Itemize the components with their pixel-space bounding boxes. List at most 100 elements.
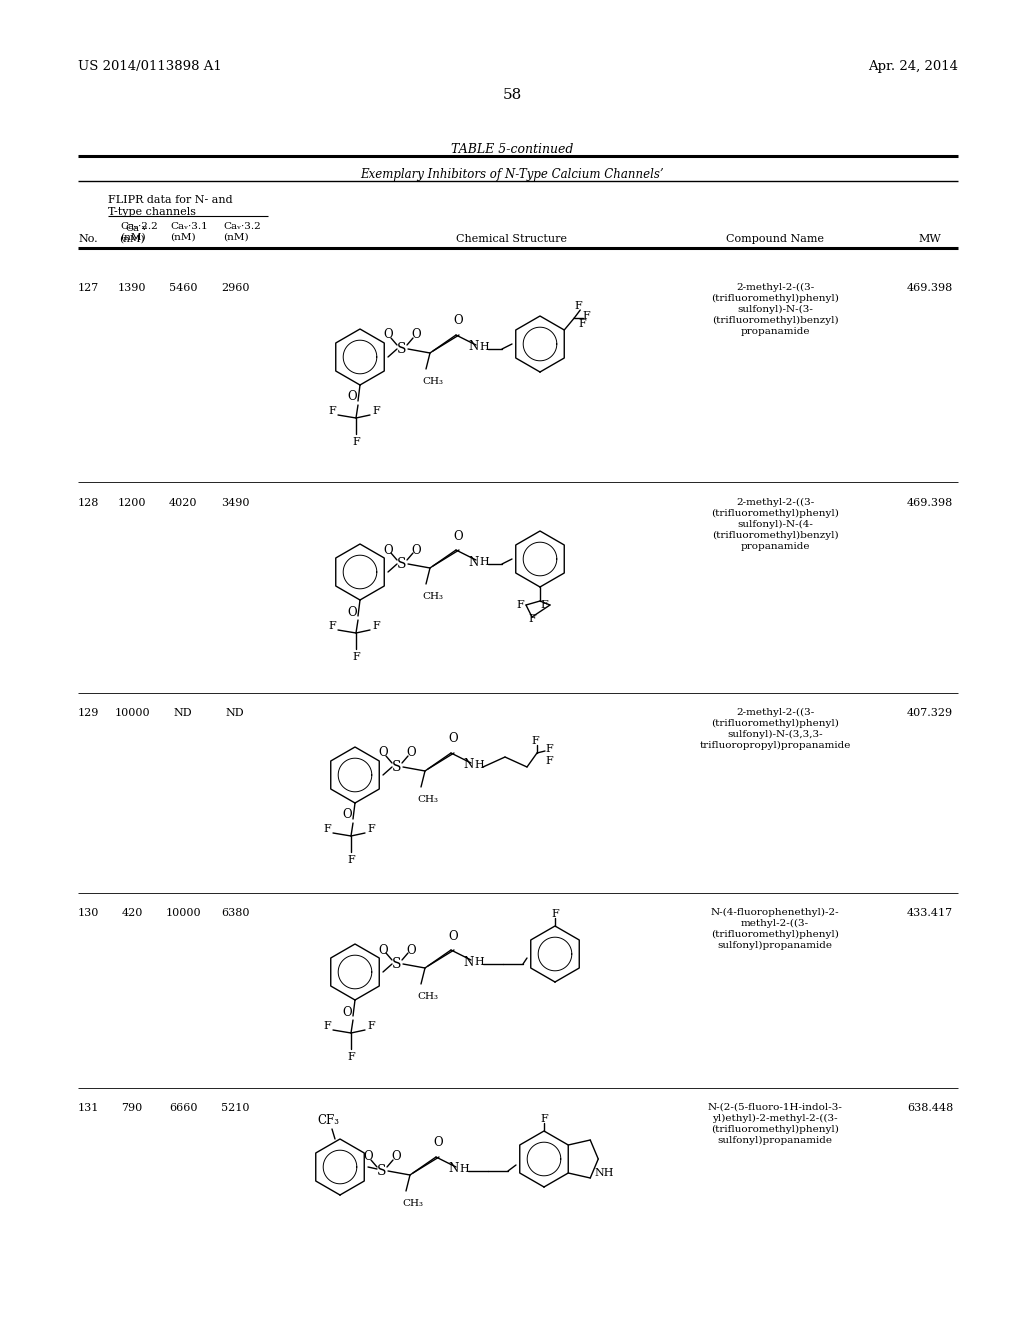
Text: O: O <box>342 1006 352 1019</box>
Text: N-(2-(5-fluoro-1H-indol-3-: N-(2-(5-fluoro-1H-indol-3- <box>708 1104 843 1111</box>
Text: 6380: 6380 <box>221 908 249 917</box>
Text: 5460: 5460 <box>169 282 198 293</box>
Text: F: F <box>545 756 553 766</box>
Text: 2-methyl-2-((3-: 2-methyl-2-((3- <box>736 708 814 717</box>
Text: F: F <box>328 620 336 631</box>
Text: 58: 58 <box>503 88 521 102</box>
Text: O: O <box>347 606 356 619</box>
Text: 2-methyl-2-((3-: 2-methyl-2-((3- <box>736 282 814 292</box>
Text: N-(4-fluorophenethyl)-2-: N-(4-fluorophenethyl)-2- <box>711 908 840 917</box>
Text: v: v <box>141 224 145 232</box>
Text: O: O <box>449 733 458 746</box>
Text: CH₃: CH₃ <box>417 993 438 1001</box>
Text: O: O <box>412 329 421 342</box>
Text: N: N <box>469 556 479 569</box>
Text: F: F <box>372 620 380 631</box>
Text: Caᵥ·3.1: Caᵥ·3.1 <box>170 222 208 231</box>
Text: 2-methyl-2-((3-: 2-methyl-2-((3- <box>736 498 814 507</box>
Text: 469.398: 469.398 <box>907 498 953 508</box>
Text: F: F <box>579 319 586 329</box>
Text: TABLE 5-continued: TABLE 5-continued <box>451 143 573 156</box>
Text: (nM): (nM) <box>170 234 196 242</box>
Text: F: F <box>324 1020 331 1031</box>
Text: N: N <box>469 341 479 354</box>
Text: Caᵥ·3.2: Caᵥ·3.2 <box>223 222 261 231</box>
Text: 433.417: 433.417 <box>907 908 953 917</box>
Text: F: F <box>368 824 375 834</box>
Text: N: N <box>464 956 474 969</box>
Text: NH: NH <box>595 1168 614 1177</box>
Text: (nM): (nM) <box>120 234 145 242</box>
Text: CH₃: CH₃ <box>417 795 438 804</box>
Text: H: H <box>459 1164 469 1173</box>
Text: F: F <box>328 407 336 416</box>
Text: H: H <box>474 760 484 770</box>
Text: Exemplary Inhibitors of N-Type Calcium Channels’: Exemplary Inhibitors of N-Type Calcium C… <box>360 168 664 181</box>
Text: propanamide: propanamide <box>740 327 810 337</box>
Text: 469.398: 469.398 <box>907 282 953 293</box>
Text: S: S <box>392 957 401 972</box>
Text: 2960: 2960 <box>221 282 249 293</box>
Text: 127: 127 <box>78 282 99 293</box>
Text: O: O <box>449 929 458 942</box>
Text: F: F <box>545 744 553 754</box>
Text: O: O <box>391 1151 400 1163</box>
Text: 10000: 10000 <box>165 908 201 917</box>
Text: N: N <box>449 1163 459 1176</box>
Text: 1200: 1200 <box>118 498 146 508</box>
Text: O: O <box>383 544 393 557</box>
Text: F: F <box>352 437 359 447</box>
Text: 420: 420 <box>121 908 142 917</box>
Text: O: O <box>342 808 352 821</box>
Text: Apr. 24, 2014: Apr. 24, 2014 <box>868 59 958 73</box>
Text: sulfonyl)propanamide: sulfonyl)propanamide <box>718 941 833 950</box>
Text: trifluoropropyl)propanamide: trifluoropropyl)propanamide <box>699 741 851 750</box>
Text: Ca: Ca <box>125 224 139 234</box>
Text: sulfonyl)-N-(4-: sulfonyl)-N-(4- <box>737 520 813 529</box>
Text: sulfonyl)propanamide: sulfonyl)propanamide <box>718 1137 833 1146</box>
Text: ND: ND <box>174 708 193 718</box>
Text: Chemical Structure: Chemical Structure <box>457 234 567 244</box>
Text: (nM): (nM) <box>223 234 249 242</box>
Text: propanamide: propanamide <box>740 543 810 550</box>
Text: 131: 131 <box>78 1104 99 1113</box>
Text: 10000: 10000 <box>115 708 150 718</box>
Text: F: F <box>347 1052 355 1063</box>
Text: CH₃: CH₃ <box>422 378 443 385</box>
Text: sulfonyl)-N-(3-: sulfonyl)-N-(3- <box>737 305 813 314</box>
Text: N: N <box>464 759 474 771</box>
Text: 790: 790 <box>122 1104 142 1113</box>
Text: F: F <box>531 737 539 746</box>
Text: F: F <box>551 909 559 919</box>
Text: O: O <box>347 391 356 404</box>
Text: (nM): (nM) <box>119 235 144 244</box>
Text: US 2014/0113898 A1: US 2014/0113898 A1 <box>78 59 222 73</box>
Text: S: S <box>392 760 401 774</box>
Text: (trifluoromethyl)phenyl): (trifluoromethyl)phenyl) <box>711 719 839 729</box>
Text: F: F <box>372 407 380 416</box>
Text: O: O <box>433 1137 442 1150</box>
Text: Caᵥ·2.2: Caᵥ·2.2 <box>120 222 158 231</box>
Text: 4020: 4020 <box>169 498 198 508</box>
Text: F: F <box>324 824 331 834</box>
Text: (trifluoromethyl)phenyl): (trifluoromethyl)phenyl) <box>711 510 839 519</box>
Text: O: O <box>364 1151 373 1163</box>
Text: O: O <box>383 329 393 342</box>
Text: 6660: 6660 <box>169 1104 198 1113</box>
Text: (trifluoromethyl)phenyl): (trifluoromethyl)phenyl) <box>711 1125 839 1134</box>
Text: S: S <box>397 342 407 356</box>
Text: O: O <box>454 314 463 327</box>
Text: O: O <box>378 944 388 957</box>
Text: 3490: 3490 <box>221 498 249 508</box>
Text: CF₃: CF₃ <box>317 1114 339 1127</box>
Text: H: H <box>479 557 488 568</box>
Text: sulfonyl)-N-(3,3,3-: sulfonyl)-N-(3,3,3- <box>727 730 823 739</box>
Text: 407.329: 407.329 <box>907 708 953 718</box>
Text: F: F <box>583 312 590 321</box>
Text: CH₃: CH₃ <box>422 591 443 601</box>
Text: (trifluoromethyl)phenyl): (trifluoromethyl)phenyl) <box>711 931 839 939</box>
Text: T-type channels: T-type channels <box>108 207 196 216</box>
Text: O: O <box>407 747 416 759</box>
Text: No.: No. <box>78 234 97 244</box>
Text: yl)ethyl)-2-methyl-2-((3-: yl)ethyl)-2-methyl-2-((3- <box>712 1114 838 1123</box>
